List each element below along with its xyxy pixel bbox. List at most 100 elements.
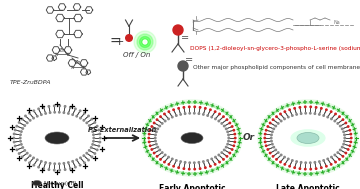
Circle shape bbox=[71, 160, 74, 163]
Circle shape bbox=[231, 125, 234, 128]
Circle shape bbox=[217, 153, 220, 156]
Circle shape bbox=[90, 127, 93, 130]
Circle shape bbox=[269, 152, 271, 154]
Ellipse shape bbox=[147, 104, 238, 172]
Circle shape bbox=[161, 122, 164, 125]
Circle shape bbox=[156, 127, 159, 130]
Circle shape bbox=[271, 143, 274, 146]
Circle shape bbox=[74, 107, 77, 110]
Ellipse shape bbox=[145, 104, 238, 172]
Circle shape bbox=[28, 112, 31, 115]
Circle shape bbox=[350, 140, 352, 143]
Circle shape bbox=[91, 130, 94, 133]
Circle shape bbox=[14, 145, 17, 147]
Text: Zn: Zn bbox=[75, 60, 81, 66]
Circle shape bbox=[36, 115, 39, 118]
Text: =: = bbox=[109, 35, 121, 49]
Text: N: N bbox=[54, 53, 58, 57]
Circle shape bbox=[96, 125, 99, 128]
Text: N: N bbox=[67, 53, 69, 57]
Circle shape bbox=[20, 143, 23, 146]
Circle shape bbox=[150, 148, 153, 151]
Circle shape bbox=[214, 163, 217, 166]
Circle shape bbox=[24, 159, 27, 161]
Circle shape bbox=[274, 149, 277, 151]
Circle shape bbox=[69, 167, 72, 170]
Circle shape bbox=[156, 146, 159, 149]
Circle shape bbox=[85, 152, 88, 155]
Circle shape bbox=[300, 161, 302, 164]
Circle shape bbox=[343, 137, 346, 139]
Circle shape bbox=[226, 130, 229, 133]
Circle shape bbox=[233, 133, 236, 136]
Circle shape bbox=[343, 133, 346, 136]
Circle shape bbox=[42, 167, 45, 170]
Circle shape bbox=[20, 130, 23, 133]
Circle shape bbox=[309, 161, 312, 164]
Circle shape bbox=[164, 153, 167, 156]
Circle shape bbox=[264, 137, 266, 139]
Circle shape bbox=[287, 157, 290, 160]
Circle shape bbox=[156, 155, 158, 158]
Circle shape bbox=[167, 163, 170, 166]
Circle shape bbox=[270, 133, 273, 136]
Circle shape bbox=[334, 112, 337, 115]
Circle shape bbox=[218, 112, 221, 115]
Circle shape bbox=[225, 155, 228, 158]
Circle shape bbox=[226, 143, 229, 146]
Circle shape bbox=[21, 118, 23, 121]
Circle shape bbox=[48, 105, 50, 108]
Circle shape bbox=[315, 106, 318, 109]
Circle shape bbox=[58, 104, 61, 107]
Circle shape bbox=[295, 113, 298, 116]
Text: Early Apoptotic: Early Apoptotic bbox=[159, 184, 225, 189]
Circle shape bbox=[314, 161, 316, 164]
Circle shape bbox=[270, 140, 273, 143]
Circle shape bbox=[184, 112, 186, 115]
Circle shape bbox=[345, 122, 347, 124]
Circle shape bbox=[153, 152, 156, 154]
Circle shape bbox=[318, 113, 321, 116]
Circle shape bbox=[210, 116, 213, 119]
Ellipse shape bbox=[260, 102, 356, 174]
Circle shape bbox=[29, 154, 32, 157]
Circle shape bbox=[134, 31, 156, 53]
Circle shape bbox=[223, 149, 226, 151]
Text: N: N bbox=[71, 66, 73, 70]
Circle shape bbox=[58, 162, 61, 165]
Circle shape bbox=[32, 156, 35, 159]
Text: DOPS (1,2-dioleoyl-sn-glycero-3-phospho-L-serine (sodium salt)): DOPS (1,2-dioleoyl-sn-glycero-3-phospho-… bbox=[190, 46, 360, 51]
Circle shape bbox=[231, 148, 234, 151]
Circle shape bbox=[167, 156, 170, 159]
Circle shape bbox=[40, 113, 43, 116]
Circle shape bbox=[209, 108, 212, 111]
Circle shape bbox=[21, 156, 23, 158]
Circle shape bbox=[154, 137, 157, 139]
Circle shape bbox=[198, 112, 200, 115]
Ellipse shape bbox=[32, 180, 41, 185]
Circle shape bbox=[183, 106, 185, 109]
Circle shape bbox=[214, 110, 217, 113]
Circle shape bbox=[147, 137, 150, 139]
Circle shape bbox=[37, 107, 40, 110]
Circle shape bbox=[336, 122, 339, 125]
Circle shape bbox=[98, 132, 101, 135]
Circle shape bbox=[220, 122, 223, 125]
Ellipse shape bbox=[10, 103, 103, 174]
Circle shape bbox=[40, 160, 43, 163]
Circle shape bbox=[280, 120, 283, 122]
Circle shape bbox=[19, 137, 22, 139]
Circle shape bbox=[330, 156, 333, 159]
Circle shape bbox=[229, 122, 231, 124]
Circle shape bbox=[229, 152, 231, 154]
Circle shape bbox=[32, 117, 35, 120]
Circle shape bbox=[274, 125, 277, 128]
Circle shape bbox=[159, 115, 162, 118]
Circle shape bbox=[304, 112, 307, 115]
Ellipse shape bbox=[297, 132, 319, 143]
Circle shape bbox=[295, 160, 298, 163]
Circle shape bbox=[227, 140, 230, 143]
Circle shape bbox=[19, 133, 22, 136]
Ellipse shape bbox=[181, 132, 203, 143]
Circle shape bbox=[309, 168, 312, 171]
